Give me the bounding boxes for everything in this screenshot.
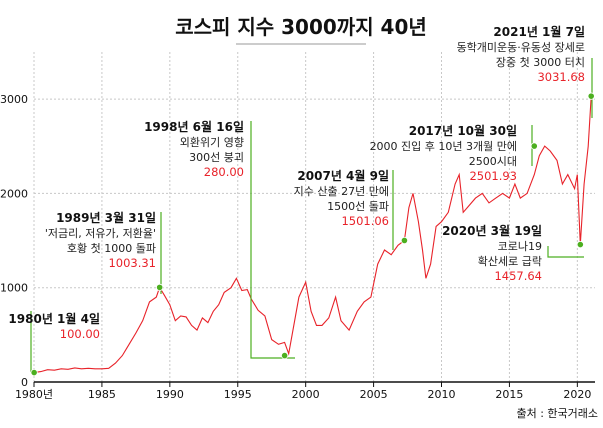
annotation-desc: 2500시대: [469, 155, 517, 168]
x-tick-label: 1990: [156, 388, 184, 401]
x-tick-label: 2005: [360, 388, 388, 401]
annotation-value: 1501.06: [341, 214, 389, 228]
annotation: 1989년 3월 31일 '저금리, 저유가, 저환율' 호황 첫 1000 돌파1…: [45, 210, 164, 294]
annotation-desc: '저금리, 저유가, 저환율': [45, 227, 156, 240]
annotation-marker: [156, 283, 164, 292]
annotation-desc: 호황 첫 1000 돌파: [67, 242, 156, 255]
annotation-marker: [576, 240, 584, 249]
annotation-date: 2020년 3월 19일: [442, 223, 542, 238]
annotation-date: 2007년 4월 9일: [297, 168, 389, 183]
x-tick-label: 1995: [224, 388, 252, 401]
grid-lines: [33, 52, 595, 382]
annotation-desc: 2000 진입 후 10년 3개월 만에: [370, 140, 517, 153]
annotation-marker: [400, 236, 409, 245]
x-tick-label: 2010: [428, 388, 456, 401]
annotation-value: 3031.68: [537, 70, 585, 84]
x-tick-label: 1980년: [15, 388, 53, 401]
annotation-marker: [530, 142, 538, 150]
annotation-desc: 동학개미운동·유동성 장세로: [457, 41, 585, 54]
kospi-series-line: [33, 96, 592, 374]
x-tick-label: 1985: [88, 388, 116, 401]
y-tick-label: 2000: [0, 187, 28, 200]
x-tick-label: 2000: [292, 388, 320, 401]
annotation-value: 1003.31: [108, 256, 156, 270]
y-tick-label: 1000: [0, 282, 28, 295]
annotation-value: 280.00: [204, 165, 244, 179]
annotation-date: 1980년 1월 4일: [8, 311, 100, 326]
source-note: 출처 : 한국거래소: [516, 407, 598, 420]
annotation-desc: 300선 붕괴: [189, 151, 244, 164]
annotation-desc: 확산세로 급락: [478, 255, 542, 268]
annotation-desc: 외환위기 영향: [180, 136, 244, 149]
y-tick-label: 0: [21, 376, 28, 389]
annotation-marker: [587, 92, 595, 100]
annotation-value: 100.00: [60, 327, 100, 341]
annotation-desc: 지수 산출 27년 만에: [294, 185, 389, 198]
annotation-desc: 코로나19: [498, 240, 542, 253]
annotation-desc: 장중 첫 3000 터치: [496, 56, 585, 69]
annotation-leader: [547, 246, 584, 258]
annotation-marker: [281, 351, 289, 360]
annotation: 2017년 10월 30일 2000 진입 후 10년 3개월 만에 2500시대2…: [370, 123, 538, 183]
annotation-date: 1989년 3월 31일: [56, 210, 156, 225]
annotation-value: 1457.64: [494, 269, 542, 283]
y-tick-label: 3000: [0, 93, 28, 106]
annotation-marker: [30, 368, 38, 377]
x-tick-label: 2015: [495, 388, 523, 401]
x-axis-ticks: 1980년 1985 1990 1995 2000 2005 2010 2015 2020: [15, 382, 591, 401]
x-tick-label: 2020: [563, 388, 591, 401]
annotation-desc: 1500선 돌파: [327, 200, 389, 213]
annotation-date: 1998년 6월 16일: [144, 119, 244, 134]
annotation-date: 2021년 1월 7일: [493, 24, 585, 39]
annotation-date: 2017년 10월 30일: [409, 123, 517, 138]
chart-title: 코스피 지수 3000까지 40년: [175, 15, 427, 39]
annotation-value: 2501.93: [469, 169, 517, 183]
annotation-leader: [250, 121, 295, 359]
y-axis-ticks: 0 1000 2000 3000: [0, 93, 28, 389]
